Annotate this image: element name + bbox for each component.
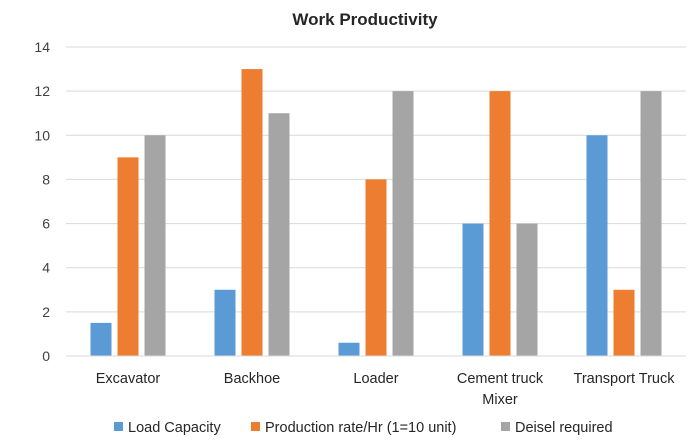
bar-load-capacity: [462, 223, 484, 356]
y-tick-label: 10: [34, 127, 50, 143]
y-tick-label: 8: [42, 171, 50, 187]
bar-production-rate-hr-1-10-unit: [365, 179, 387, 356]
y-tick-label: 14: [34, 39, 50, 55]
x-axis-categories: Excavator Backhoe Loader Cement truck Mixer T…: [96, 371, 675, 408]
bar-production-rate-hr-1-10-unit: [489, 91, 511, 357]
bar-production-rate-hr-1-10-unit: [613, 289, 635, 356]
legend-label: Production rate/Hr (1=10 unit): [265, 420, 456, 436]
legend-swatch: [114, 422, 123, 431]
legend: Load Capacity Production rate/Hr (1=10 un…: [114, 420, 613, 436]
bar-load-capacity: [586, 135, 608, 356]
bar-load-capacity: [90, 322, 112, 356]
y-tick-label: 6: [42, 216, 50, 232]
bar-deisel-required: [392, 91, 414, 357]
x-category-label: Cement truck: [457, 371, 544, 387]
y-axis-ticks: 0 2 4 6 8 10 12 14: [34, 39, 50, 364]
bars: [90, 69, 662, 357]
x-category-label: Transport Truck: [574, 371, 676, 387]
legend-label: Deisel required: [515, 420, 613, 436]
legend-swatch: [501, 422, 510, 431]
x-category-label: Loader: [353, 371, 398, 387]
bar-load-capacity: [214, 289, 236, 356]
bar-deisel-required: [268, 113, 290, 356]
y-tick-label: 0: [42, 348, 50, 364]
y-tick-label: 4: [42, 260, 50, 276]
bar-deisel-required: [144, 135, 166, 356]
legend-swatch: [251, 422, 260, 431]
x-category-label: Backhoe: [224, 371, 280, 387]
x-category-label: Mixer: [482, 392, 518, 408]
x-category-label: Excavator: [96, 371, 161, 387]
bar-deisel-required: [640, 91, 662, 357]
chart-title: Work Productivity: [292, 10, 438, 29]
bar-production-rate-hr-1-10-unit: [117, 157, 139, 356]
bar-production-rate-hr-1-10-unit: [241, 69, 263, 357]
y-tick-label: 12: [34, 83, 50, 99]
y-tick-label: 2: [42, 304, 50, 320]
bar-load-capacity: [338, 342, 360, 356]
bar-deisel-required: [516, 223, 538, 356]
legend-label: Load Capacity: [128, 420, 221, 436]
